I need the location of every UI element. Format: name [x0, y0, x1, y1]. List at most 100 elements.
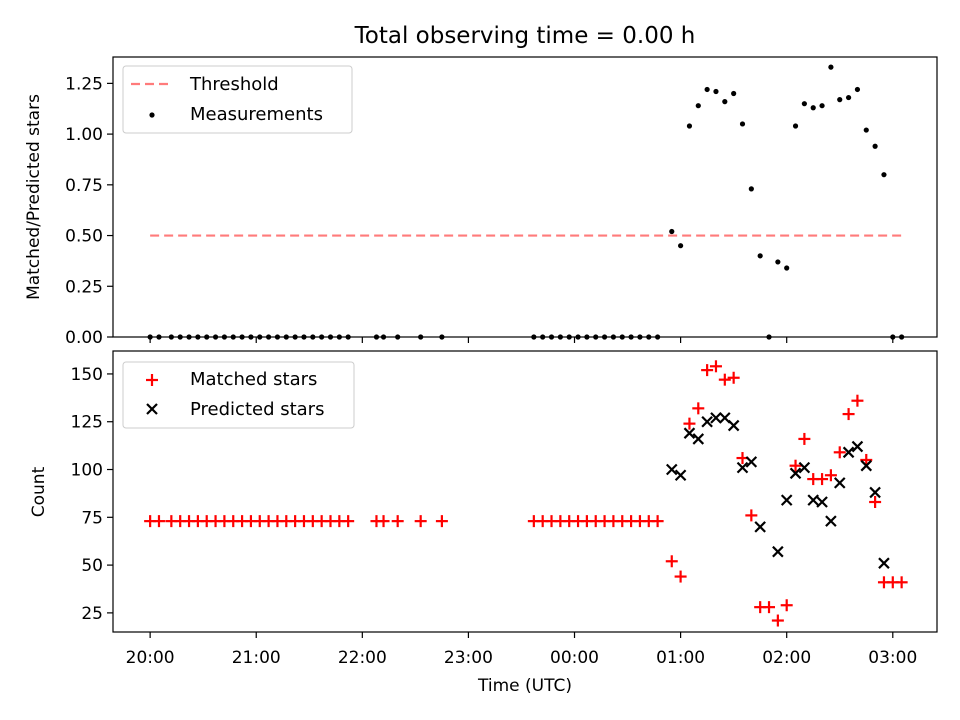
x-tick-label: 00:00	[550, 648, 599, 668]
top-y-tick-label: 0.25	[65, 277, 103, 297]
measurements-point	[678, 243, 684, 249]
predicted-stars-point	[772, 545, 784, 558]
predicted-stars-point	[878, 557, 890, 569]
matched-stars-point	[824, 469, 837, 482]
matched-stars-point	[816, 473, 829, 486]
measurements-point	[669, 228, 675, 235]
matched-stars-point	[651, 515, 664, 528]
measurements-point	[792, 123, 799, 129]
measurements-point	[713, 88, 719, 95]
measurements-point	[757, 253, 763, 259]
predicted-stars-point	[710, 412, 722, 424]
measurements-point	[748, 186, 754, 192]
matched-stars-point	[342, 515, 355, 528]
matched-stars-point	[709, 360, 722, 373]
matched-stars-point	[895, 576, 908, 589]
predicted-stars-point	[674, 469, 687, 482]
matched-stars-point	[771, 614, 784, 627]
predicted-stars-legend-swatch	[146, 403, 158, 415]
measurements-legend-label: Measurements	[190, 104, 323, 125]
predicted-stars-point	[833, 477, 846, 489]
bottom-y-tick-label: 75	[81, 508, 103, 528]
measurements-point	[863, 127, 869, 133]
matched-stars-point	[851, 394, 864, 407]
measurements-legend-swatch	[149, 112, 155, 118]
bottom-plot-area	[144, 360, 908, 627]
top-y-tick-label: 0.50	[65, 227, 103, 247]
bottom-legend: Matched stars Predicted stars	[122, 361, 355, 429]
matched-stars-point	[727, 371, 740, 384]
measurements-point	[775, 259, 781, 265]
measurements-point	[704, 86, 710, 93]
threshold-legend-label: Threshold	[189, 74, 279, 95]
measurements-point	[695, 103, 701, 109]
predicted-stars-point	[789, 467, 802, 480]
predicted-stars-point	[869, 486, 881, 499]
measurements-point	[810, 105, 816, 111]
bottom-y-tick-label: 100	[71, 461, 103, 481]
matched-stars-point	[377, 515, 390, 528]
predicted-stars-point	[683, 427, 696, 439]
top-y-tick-label: 1.00	[65, 125, 103, 145]
matched-stars-point	[414, 515, 427, 528]
matched-stars-point	[683, 417, 696, 430]
bottom-y-tick-label: 25	[81, 604, 103, 624]
x-tick-label: 02:00	[762, 648, 811, 668]
predicted-stars-point	[745, 456, 758, 468]
measurements-point	[872, 143, 878, 149]
measurements-point	[784, 265, 790, 271]
matched-stars-point	[860, 453, 873, 466]
x-tick-label: 01:00	[656, 648, 705, 668]
figure-title: Total observing time = 0.00 h	[354, 23, 696, 49]
matched-stars-point	[391, 515, 404, 528]
bottom-panel: 25 50 75 100 125 150 20:00 21:00 22:00 23:00 00:0…	[29, 350, 938, 696]
predicted-stars-point	[754, 521, 766, 533]
matched-stars-point	[435, 515, 448, 528]
matched-stars-point	[692, 402, 705, 415]
matched-stars-legend-swatch	[146, 374, 158, 386]
predicted-stars-point	[825, 515, 837, 527]
top-y-axis: 0.00 0.25 0.50 0.75 1.00 1.25	[65, 74, 113, 348]
top-x-axis	[149, 337, 894, 343]
top-y-tick-label: 0.75	[65, 176, 103, 196]
top-legend-box	[122, 65, 353, 134]
bottom-legend-box	[122, 361, 355, 429]
bottom-axes-frame	[112, 350, 938, 633]
predicted-stars-point	[816, 496, 828, 508]
predicted-stars-point	[692, 433, 705, 445]
x-tick-label: 23:00	[444, 648, 493, 668]
top-y-tick-label: 1.25	[65, 74, 103, 94]
x-tick-label: 22:00	[338, 648, 387, 668]
matched-stars-point	[152, 515, 165, 528]
x-axis-label: Time (UTC)	[477, 676, 572, 696]
measurements-point	[686, 123, 693, 129]
measurements-point	[739, 121, 746, 127]
measurements-point	[837, 97, 843, 103]
measurements-point	[731, 90, 737, 97]
predicted-stars-point	[665, 463, 678, 476]
top-axes-frame	[112, 56, 938, 338]
matched-stars-point	[798, 432, 811, 445]
bottom-y-axis-label: Count	[29, 466, 49, 517]
matched-stars-point	[780, 599, 793, 612]
predicted-stars-point	[727, 419, 740, 432]
matched-stars-point	[745, 509, 758, 522]
matched-stars-point	[842, 408, 855, 421]
top-y-tick-label: 0.00	[65, 328, 103, 348]
bottom-x-axis: 20:00 21:00 22:00 23:00 00:00 01:00 02:00 03:00	[126, 632, 917, 668]
matched-stars-point	[718, 373, 731, 386]
predicted-stars-point	[851, 440, 864, 453]
measurements-point	[854, 86, 861, 93]
matched-stars-point	[833, 446, 846, 459]
matched-stars-point	[789, 459, 802, 472]
matched-stars-legend-label: Matched stars	[190, 369, 317, 390]
matched-stars-point	[763, 601, 776, 614]
predicted-stars-point	[780, 494, 793, 506]
x-tick-label: 03:00	[868, 648, 917, 668]
predicted-stars-point	[736, 461, 749, 474]
bottom-y-tick-label: 125	[71, 413, 103, 433]
predicted-stars-point	[842, 446, 855, 459]
x-tick-label: 20:00	[126, 648, 175, 668]
measurements-point	[881, 172, 887, 178]
